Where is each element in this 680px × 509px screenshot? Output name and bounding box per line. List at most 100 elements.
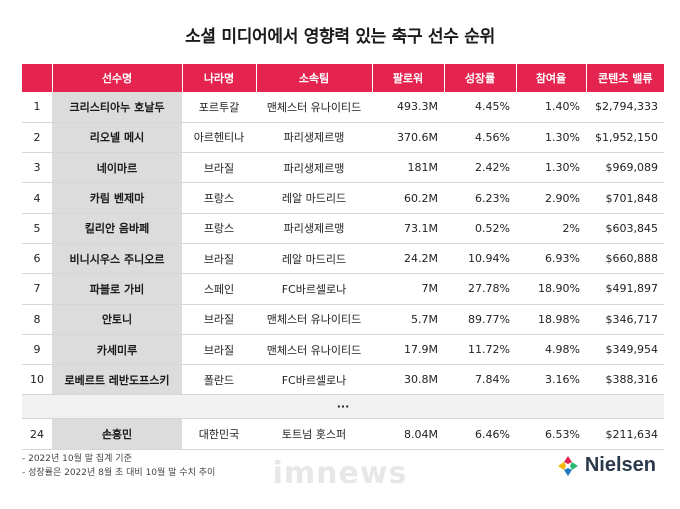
table-row: 3 네이마르 브라질 파리생제르맹 181M 2.42% 1.30% $969,089 (22, 152, 664, 184)
table-header-row: 선수명 나라명 소속팀 팔로워 성장률 참여율 콘텐츠 밸류 (22, 64, 664, 92)
cell-content-value: $388,316 (586, 364, 664, 396)
cell-team: 토트넘 홋스퍼 (256, 418, 372, 450)
cell-team: 파리생제르맹 (256, 122, 372, 154)
cell-growth: 0.52% (444, 213, 516, 244)
cell-engagement: 18.90% (516, 273, 586, 305)
cell-growth: 7.84% (444, 364, 516, 396)
nielsen-logo-icon (557, 455, 578, 476)
header-engagement: 참여율 (516, 64, 587, 92)
cell-content-value: $969,089 (586, 152, 664, 184)
cell-rank: 9 (22, 334, 52, 366)
cell-team: 레알 마드리드 (256, 182, 372, 214)
cell-followers: 5.7M (372, 304, 444, 335)
cell-growth: 11.72% (444, 334, 516, 366)
table-row: 10 로베르트 레반도프스키 폴란드 FC바르셀로나 30.8M 7.84% 3.16% $3… (22, 364, 664, 396)
cell-growth: 6.23% (444, 182, 516, 214)
cell-player-name: 카림 벤제마 (52, 182, 182, 214)
cell-country: 브라질 (182, 304, 256, 335)
page-title: 소셜 미디어에서 영향력 있는 축구 선수 순위 (185, 27, 495, 47)
cell-growth: 89.77% (444, 304, 516, 335)
table-row: 6 비니시우스 주니오르 브라질 레알 마드리드 24.2M 10.94% 6.93% $66… (22, 243, 664, 275)
cell-followers: 17.9M (372, 334, 444, 366)
cell-engagement: 18.98% (516, 304, 586, 335)
cell-engagement: 1.30% (516, 152, 586, 184)
cell-content-value: $349,954 (586, 334, 664, 366)
ellipsis: ··· (22, 394, 664, 420)
cell-rank: 5 (22, 213, 52, 244)
cell-followers: 24.2M (372, 243, 444, 275)
cell-followers: 7M (372, 273, 444, 305)
cell-country: 대한민국 (182, 418, 256, 450)
cell-engagement: 3.16% (516, 364, 586, 396)
cell-content-value: $603,845 (586, 213, 664, 244)
header-rank (22, 64, 53, 92)
cell-content-value: $1,952,150 (586, 122, 664, 154)
cell-country: 프랑스 (182, 213, 256, 244)
cell-player-name: 네이마르 (52, 152, 182, 184)
cell-team: 맨체스터 유나이티드 (256, 334, 372, 366)
cell-followers: 493.3M (372, 92, 444, 123)
table-row: 5 킬리안 음바페 프랑스 파리생제르맹 73.1M 0.52% 2% $603,845 (22, 213, 664, 244)
cell-engagement: 4.98% (516, 334, 586, 366)
cell-rank: 8 (22, 304, 52, 335)
cell-player-name: 손흥민 (52, 418, 182, 450)
header-country: 나라명 (182, 64, 257, 92)
cell-content-value: $701,848 (586, 182, 664, 214)
table-row: 1 크리스티아누 호날두 포르투갈 맨체스터 유나이티드 493.3M 4.45% 1.40… (22, 92, 664, 123)
cell-engagement: 2.90% (516, 182, 586, 214)
cell-team: 맨체스터 유나이티드 (256, 92, 372, 123)
cell-content-value: $660,888 (586, 243, 664, 275)
cell-followers: 73.1M (372, 213, 444, 244)
cell-country: 브라질 (182, 243, 256, 275)
cell-growth: 6.46% (444, 418, 516, 450)
table-gap-row: ··· (22, 394, 664, 420)
cell-country: 스페인 (182, 273, 256, 305)
footnotes: - 2022년 10월 말 집계 기준 - 성장률은 2022년 8월 초 대비… (22, 452, 215, 480)
cell-country: 프랑스 (182, 182, 256, 214)
cell-player-name: 비니시우스 주니오르 (52, 243, 182, 275)
cell-growth: 4.56% (444, 122, 516, 154)
header-content-value: 콘텐츠 밸류 (586, 64, 664, 92)
cell-player-name: 킬리안 음바페 (52, 213, 182, 244)
table-body: 1 크리스티아누 호날두 포르투갈 맨체스터 유나이티드 493.3M 4.45% 1.40… (22, 92, 664, 450)
cell-content-value: $346,717 (586, 304, 664, 335)
cell-engagement: 1.40% (516, 92, 586, 123)
ranking-table: 선수명 나라명 소속팀 팔로워 성장률 참여율 콘텐츠 밸류 1 크리스티아누 호… (22, 64, 664, 450)
nielsen-logo-text: Nielsen (584, 454, 656, 476)
cell-rank: 3 (22, 152, 52, 184)
cell-player-name: 파블로 가비 (52, 273, 182, 305)
header-followers: 팔로워 (372, 64, 445, 92)
cell-content-value: $211,634 (586, 418, 664, 450)
cell-team: FC바르셀로나 (256, 273, 372, 305)
cell-country: 브라질 (182, 152, 256, 184)
cell-followers: 30.8M (372, 364, 444, 396)
cell-rank: 24 (22, 418, 52, 450)
cell-engagement: 6.53% (516, 418, 586, 450)
cell-rank: 6 (22, 243, 52, 275)
cell-rank: 2 (22, 122, 52, 154)
header-growth: 성장률 (444, 64, 517, 92)
cell-rank: 4 (22, 182, 52, 214)
table-row: 2 리오넬 메시 아르헨티나 파리생제르맹 370.6M 4.56% 1.30% $1,952… (22, 122, 664, 154)
cell-growth: 2.42% (444, 152, 516, 184)
table-row: 7 파블로 가비 스페인 FC바르셀로나 7M 27.78% 18.90% $491,897 (22, 273, 664, 305)
cell-player-name: 크리스티아누 호날두 (52, 92, 182, 123)
footnote-1: - 2022년 10월 말 집계 기준 (22, 454, 132, 464)
cell-rank: 10 (22, 364, 52, 396)
cell-country: 브라질 (182, 334, 256, 366)
footnote-2: - 성장률은 2022년 8월 초 대비 10월 말 수치 추이 (22, 468, 216, 478)
cell-growth: 27.78% (444, 273, 516, 305)
cell-player-name: 로베르트 레반도프스키 (52, 364, 182, 396)
table-row: 24 손흥민 대한민국 토트넘 홋스퍼 8.04M 6.46% 6.53% $211,634 (22, 418, 664, 450)
header-team: 소속팀 (256, 64, 373, 92)
cell-rank: 7 (22, 273, 52, 305)
nielsen-logo: Nielsen (557, 454, 656, 477)
cell-engagement: 2% (516, 213, 586, 244)
cell-country: 포르투갈 (182, 92, 256, 123)
cell-growth: 4.45% (444, 92, 516, 123)
cell-player-name: 리오넬 메시 (52, 122, 182, 154)
cell-team: 파리생제르맹 (256, 152, 372, 184)
cell-team: FC바르셀로나 (256, 364, 372, 396)
cell-rank: 1 (22, 92, 52, 123)
cell-team: 레알 마드리드 (256, 243, 372, 275)
